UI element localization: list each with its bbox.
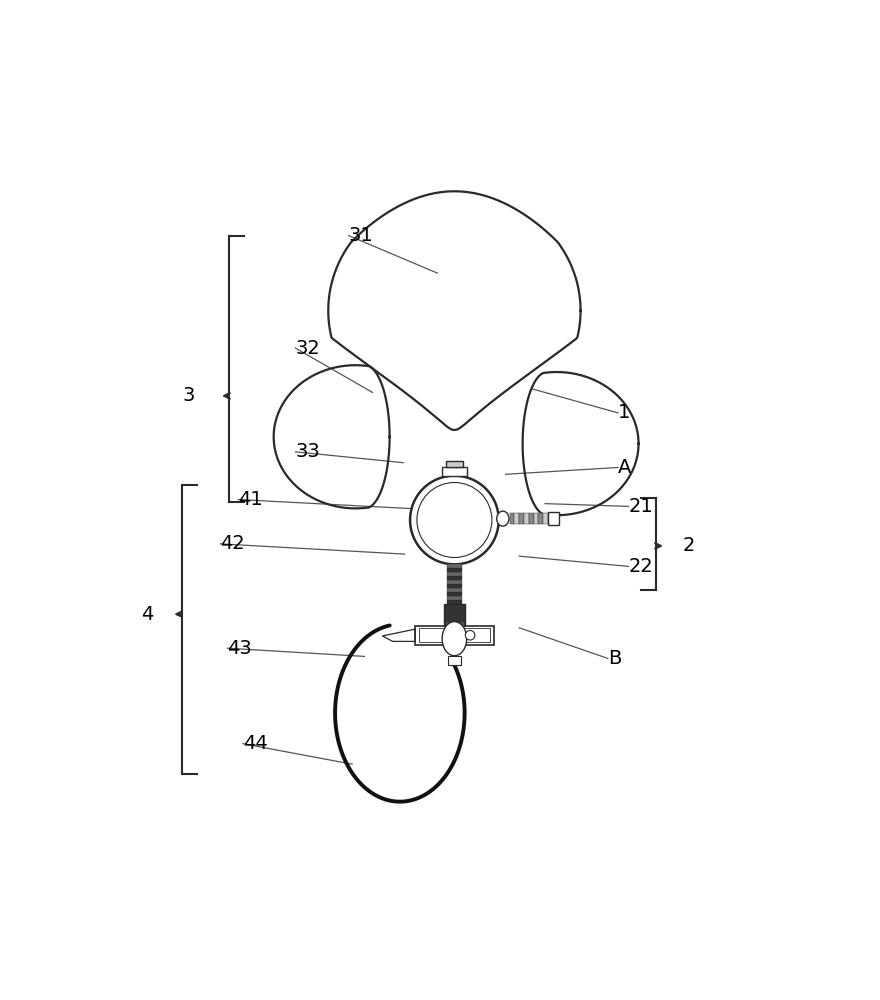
Circle shape (410, 476, 499, 564)
Bar (529, 513, 533, 524)
Polygon shape (328, 191, 581, 430)
Circle shape (417, 482, 492, 558)
Text: 31: 31 (348, 226, 373, 245)
Bar (519, 513, 524, 524)
Text: 41: 41 (238, 490, 263, 509)
Bar (447, 600, 462, 604)
Ellipse shape (466, 630, 475, 640)
Text: 43: 43 (227, 639, 252, 658)
Text: B: B (608, 649, 621, 668)
Bar (510, 513, 515, 524)
Bar (548, 512, 559, 525)
Bar (415, 626, 494, 645)
Text: 32: 32 (296, 339, 320, 358)
Bar (447, 576, 462, 580)
Text: 2: 2 (683, 536, 695, 555)
Polygon shape (523, 372, 639, 515)
Bar (447, 596, 462, 600)
Bar (445, 622, 463, 626)
Bar (419, 628, 489, 642)
Text: 22: 22 (628, 557, 653, 576)
Bar (447, 584, 462, 588)
Text: 3: 3 (182, 386, 194, 405)
Bar (447, 572, 462, 576)
Bar (543, 513, 548, 524)
Bar (442, 467, 466, 476)
Bar (447, 588, 462, 592)
Bar (447, 564, 462, 568)
Bar (515, 513, 519, 524)
Text: 33: 33 (296, 442, 320, 461)
Ellipse shape (442, 622, 466, 656)
Bar (447, 580, 462, 584)
Ellipse shape (496, 511, 509, 526)
Text: A: A (618, 458, 632, 477)
Text: 21: 21 (628, 497, 653, 516)
Text: 44: 44 (243, 734, 268, 753)
Text: 42: 42 (221, 534, 246, 553)
Polygon shape (274, 365, 390, 508)
Bar (533, 513, 539, 524)
Bar (539, 513, 543, 524)
Bar (446, 461, 463, 467)
Polygon shape (383, 629, 415, 641)
Bar (524, 513, 529, 524)
Bar (448, 656, 461, 665)
Bar (447, 592, 462, 596)
Text: 4: 4 (142, 605, 154, 624)
Text: 1: 1 (618, 403, 630, 422)
Bar (444, 604, 465, 626)
Bar (447, 568, 462, 572)
